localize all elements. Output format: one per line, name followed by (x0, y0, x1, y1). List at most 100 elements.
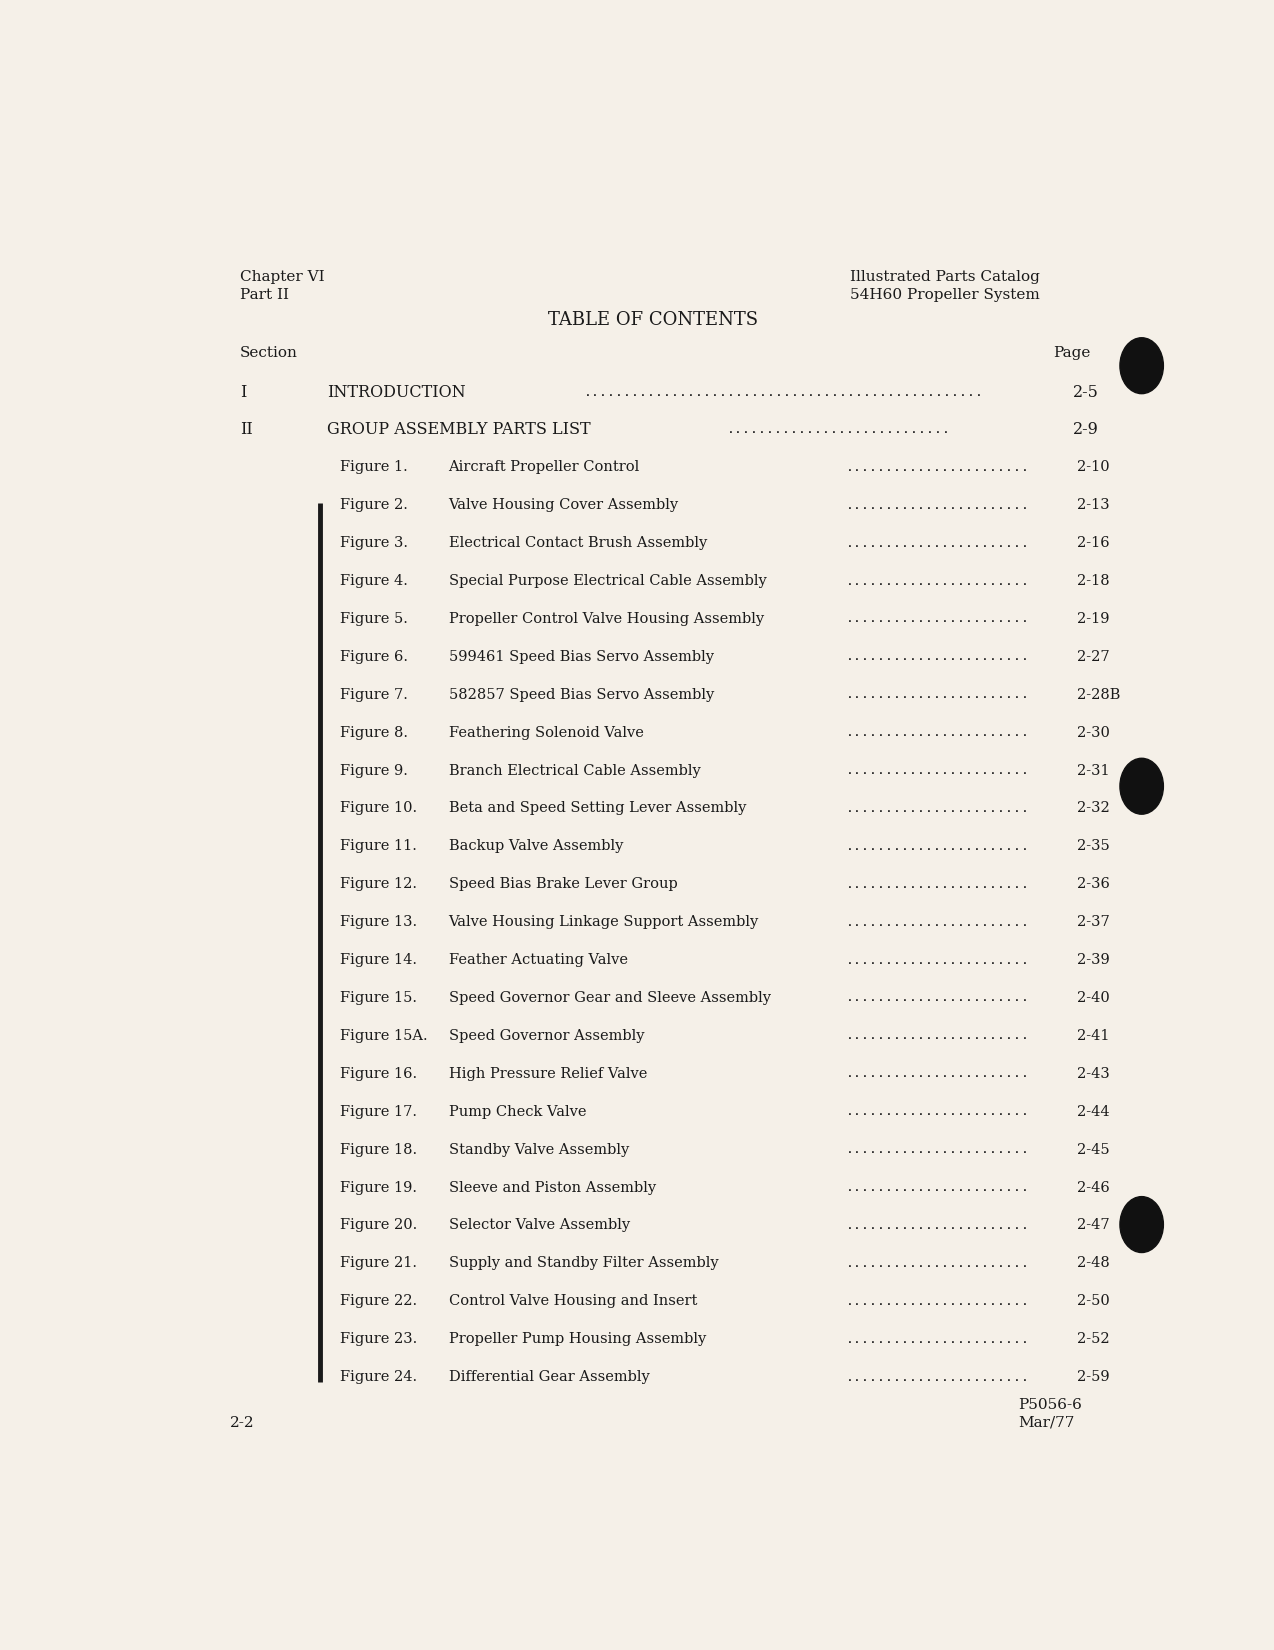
Text: 2-13: 2-13 (1078, 498, 1110, 512)
Text: 2-9: 2-9 (1073, 421, 1098, 437)
Text: 2-41: 2-41 (1078, 1030, 1110, 1043)
Text: .......................: ....................... (846, 764, 1029, 777)
Text: Electrical Contact Brush Assembly: Electrical Contact Brush Assembly (448, 536, 707, 549)
Text: Part II: Part II (241, 287, 289, 302)
Text: Chapter VI: Chapter VI (241, 269, 325, 284)
Text: .......................: ....................... (846, 1333, 1029, 1346)
Text: Figure 19.: Figure 19. (340, 1180, 417, 1195)
Text: Figure 5.: Figure 5. (340, 612, 408, 625)
Text: 2-43: 2-43 (1078, 1068, 1110, 1081)
Text: .......................: ....................... (846, 650, 1029, 663)
Text: Special Purpose Electrical Cable Assembly: Special Purpose Electrical Cable Assembl… (448, 574, 766, 587)
Text: Selector Valve Assembly: Selector Valve Assembly (448, 1218, 629, 1233)
Text: .......................: ....................... (846, 878, 1029, 891)
Circle shape (1120, 1196, 1163, 1252)
Text: 2-46: 2-46 (1078, 1180, 1110, 1195)
Text: Page: Page (1052, 346, 1091, 360)
Text: Propeller Control Valve Housing Assembly: Propeller Control Valve Housing Assembly (448, 612, 763, 625)
Text: .......................: ....................... (846, 954, 1029, 967)
Text: 2-16: 2-16 (1078, 536, 1110, 549)
Text: .......................: ....................... (846, 802, 1029, 815)
Text: Valve Housing Cover Assembly: Valve Housing Cover Assembly (448, 498, 679, 512)
Text: .......................: ....................... (846, 1219, 1029, 1233)
Text: Section: Section (241, 346, 298, 360)
Text: Figure 11.: Figure 11. (340, 840, 417, 853)
Text: Supply and Standby Filter Assembly: Supply and Standby Filter Assembly (448, 1256, 719, 1270)
Text: GROUP ASSEMBLY PARTS LIST: GROUP ASSEMBLY PARTS LIST (327, 421, 591, 437)
Text: .......................: ....................... (846, 916, 1029, 929)
Text: 2-35: 2-35 (1078, 840, 1110, 853)
Text: .......................: ....................... (846, 1106, 1029, 1119)
Text: .......................: ....................... (846, 1181, 1029, 1195)
Text: Pump Check Valve: Pump Check Valve (448, 1106, 586, 1119)
Text: 2-2: 2-2 (231, 1416, 255, 1431)
Text: Figure 17.: Figure 17. (340, 1106, 417, 1119)
Text: .......................: ....................... (846, 1257, 1029, 1270)
Text: Figure 21.: Figure 21. (340, 1256, 417, 1270)
Text: Speed Governor Assembly: Speed Governor Assembly (448, 1030, 645, 1043)
Text: 2-28B: 2-28B (1078, 688, 1121, 701)
Text: 2-27: 2-27 (1078, 650, 1110, 663)
Text: Propeller Pump Housing Assembly: Propeller Pump Housing Assembly (448, 1332, 706, 1346)
Text: Speed Bias Brake Lever Group: Speed Bias Brake Lever Group (448, 878, 678, 891)
Text: 2-44: 2-44 (1078, 1106, 1110, 1119)
Text: 2-59: 2-59 (1078, 1370, 1110, 1384)
Text: Branch Electrical Cable Assembly: Branch Electrical Cable Assembly (448, 764, 701, 777)
Text: ............................: ............................ (727, 422, 950, 436)
Text: .......................: ....................... (846, 1295, 1029, 1308)
Text: .......................: ....................... (846, 1068, 1029, 1081)
Text: Figure 4.: Figure 4. (340, 574, 408, 587)
Text: Figure 10.: Figure 10. (340, 802, 417, 815)
Text: .......................: ....................... (846, 1143, 1029, 1157)
Text: Figure 7.: Figure 7. (340, 688, 408, 701)
Text: 2-10: 2-10 (1078, 460, 1110, 474)
Text: 2-47: 2-47 (1078, 1218, 1110, 1233)
Text: .......................: ....................... (846, 536, 1029, 549)
Text: 2-37: 2-37 (1078, 916, 1110, 929)
Text: 54H60 Propeller System: 54H60 Propeller System (851, 287, 1040, 302)
Text: 2-19: 2-19 (1078, 612, 1110, 625)
Text: Figure 3.: Figure 3. (340, 536, 408, 549)
Text: .......................: ....................... (846, 1030, 1029, 1043)
Text: II: II (241, 421, 254, 437)
Text: Figure 23.: Figure 23. (340, 1332, 417, 1346)
Text: Figure 20.: Figure 20. (340, 1218, 417, 1233)
Text: Figure 24.: Figure 24. (340, 1370, 417, 1384)
Text: Figure 16.: Figure 16. (340, 1068, 417, 1081)
Text: 2-45: 2-45 (1078, 1142, 1110, 1157)
Circle shape (1120, 338, 1163, 394)
Text: I: I (241, 384, 247, 401)
Text: Figure 13.: Figure 13. (340, 916, 417, 929)
Text: .......................: ....................... (846, 612, 1029, 625)
Text: 2-50: 2-50 (1078, 1294, 1110, 1308)
Text: Beta and Speed Setting Lever Assembly: Beta and Speed Setting Lever Assembly (448, 802, 745, 815)
Text: .......................: ....................... (846, 840, 1029, 853)
Text: .......................: ....................... (846, 574, 1029, 587)
Text: 2-32: 2-32 (1078, 802, 1110, 815)
Text: Differential Gear Assembly: Differential Gear Assembly (448, 1370, 650, 1384)
Text: INTRODUCTION: INTRODUCTION (327, 384, 466, 401)
Text: Feathering Solenoid Valve: Feathering Solenoid Valve (448, 726, 643, 739)
Text: Figure 15A.: Figure 15A. (340, 1030, 428, 1043)
Text: TABLE OF CONTENTS: TABLE OF CONTENTS (548, 310, 758, 328)
Text: Speed Governor Gear and Sleeve Assembly: Speed Governor Gear and Sleeve Assembly (448, 992, 771, 1005)
Text: .......................: ....................... (846, 1371, 1029, 1383)
Text: Figure 2.: Figure 2. (340, 498, 408, 512)
Text: Sleeve and Piston Assembly: Sleeve and Piston Assembly (448, 1180, 656, 1195)
Text: Figure 6.: Figure 6. (340, 650, 408, 663)
Text: Figure 18.: Figure 18. (340, 1142, 417, 1157)
Text: 2-5: 2-5 (1073, 384, 1098, 401)
Text: P5056-6: P5056-6 (1018, 1398, 1082, 1412)
Text: .......................: ....................... (846, 460, 1029, 474)
Text: Standby Valve Assembly: Standby Valve Assembly (448, 1142, 629, 1157)
Text: Feather Actuating Valve: Feather Actuating Valve (448, 954, 628, 967)
Text: ..................................................: ........................................… (583, 386, 984, 399)
Text: 2-30: 2-30 (1078, 726, 1111, 739)
Text: 2-40: 2-40 (1078, 992, 1110, 1005)
Text: Figure 15.: Figure 15. (340, 992, 417, 1005)
Text: Mar/77: Mar/77 (1018, 1416, 1075, 1431)
Circle shape (1120, 759, 1163, 813)
Text: 599461 Speed Bias Servo Assembly: 599461 Speed Bias Servo Assembly (448, 650, 713, 663)
Text: 2-52: 2-52 (1078, 1332, 1110, 1346)
Text: 2-18: 2-18 (1078, 574, 1110, 587)
